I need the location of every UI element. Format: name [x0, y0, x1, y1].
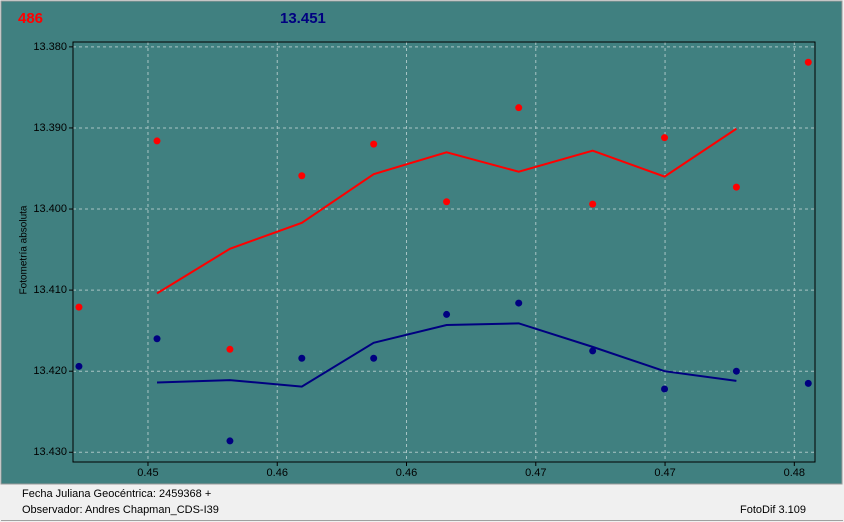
- data-point: [443, 198, 451, 206]
- data-point: [370, 140, 378, 148]
- chart-bg: [0, 0, 843, 485]
- bottom-edge: [1, 520, 843, 521]
- y-tick-label: 13.390: [33, 122, 67, 134]
- data-point: [589, 347, 597, 355]
- trend-line: [156, 322, 737, 388]
- x-tick-label: 0.47: [654, 467, 675, 479]
- data-point: [515, 299, 523, 307]
- data-point: [153, 335, 161, 343]
- plot-frame: [72, 41, 816, 463]
- x-tick-label: 0.45: [137, 467, 158, 479]
- data-point: [298, 172, 306, 180]
- data-point: [515, 104, 523, 112]
- trend-line: [156, 127, 737, 295]
- data-point: [661, 134, 669, 142]
- x-tick-label: 0.47: [525, 467, 546, 479]
- data-point: [75, 303, 83, 311]
- y-tick-label: 13.400: [33, 203, 67, 215]
- footer-date: Fecha Juliana Geocéntrica: 2459368 +: [22, 488, 211, 500]
- x-tick-label: 0.46: [396, 467, 417, 479]
- data-point: [226, 437, 234, 445]
- data-point: [75, 362, 83, 370]
- data-point: [732, 367, 740, 375]
- x-tick-label: 0.48: [784, 467, 805, 479]
- y-tick-label: 13.380: [33, 41, 67, 53]
- data-point: [804, 379, 812, 387]
- y-tick-label: 13.410: [33, 284, 67, 296]
- footer-app: FotoDif 3.109: [740, 504, 806, 516]
- y-axis-label: Fotometría absoluta: [19, 205, 30, 294]
- data-point: [226, 345, 234, 353]
- y-tick-label: 13.430: [33, 446, 67, 458]
- footer-observer: Observador: Andres Chapman_CDS-I39: [22, 504, 219, 516]
- header-left: 486: [18, 10, 43, 27]
- data-point: [589, 200, 597, 208]
- header-right: 13.451: [280, 10, 326, 27]
- data-point: [153, 137, 161, 145]
- data-point: [298, 354, 306, 362]
- data-point: [661, 385, 669, 393]
- data-point: [732, 183, 740, 191]
- x-tick-label: 0.46: [267, 467, 288, 479]
- data-point: [443, 310, 451, 318]
- y-tick-label: 13.420: [33, 365, 67, 377]
- data-point: [370, 354, 378, 362]
- data-point: [804, 58, 812, 66]
